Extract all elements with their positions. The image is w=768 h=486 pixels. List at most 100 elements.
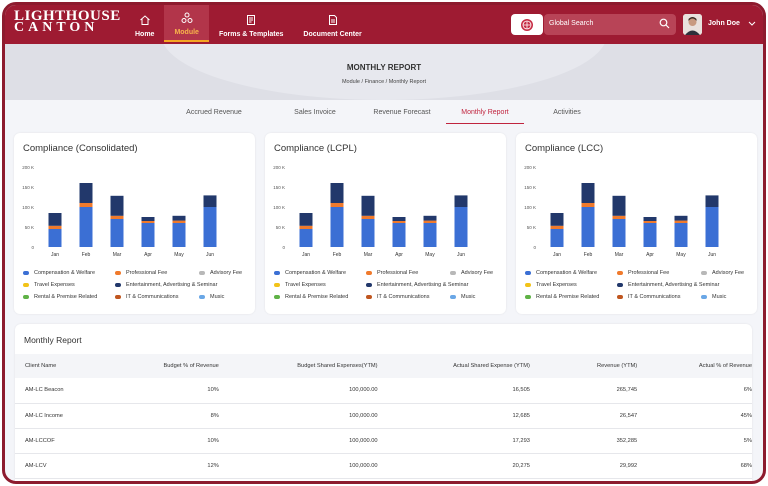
legend-label: Music (712, 294, 727, 300)
y-tick-label: 0 (533, 245, 536, 250)
legend-label: Compensation & Welfare (34, 270, 96, 276)
tab-monthly-report[interactable]: Monthly Report (446, 103, 524, 124)
legend-item: Entertainment, Advertising & Seminar (617, 282, 753, 288)
legend-label: IT & Communications (628, 294, 681, 300)
bar-segment (172, 215, 186, 221)
nav-item-forms[interactable]: Forms & Templates (209, 5, 293, 42)
legend-label: Advisory Fee (461, 270, 494, 276)
bar-segment (110, 195, 124, 216)
legend-swatch (115, 283, 121, 287)
bar-segment (110, 215, 124, 219)
bar-segment (330, 183, 344, 203)
cell-budget-pct: 8% (124, 403, 219, 429)
nav-item-module[interactable]: Module (164, 5, 209, 42)
nav-item-document-center[interactable]: Document Center (293, 5, 371, 42)
bar-segment (330, 203, 344, 207)
cell-client-name: AM-LC Income (15, 403, 125, 429)
column-header[interactable]: Actual % of Revenue (637, 354, 752, 378)
table-row[interactable]: AM-LC Income 8% 100,000.00 12,685 26,547… (15, 403, 752, 429)
search-input[interactable]: Global Search (544, 14, 676, 35)
avatar[interactable] (683, 14, 702, 35)
bar-segment (643, 217, 657, 221)
column-header[interactable]: Client Name (15, 354, 125, 378)
report-tabs: Accrued Revenue Sales Invoice Revenue Fo… (175, 103, 590, 124)
bar-segment (550, 225, 564, 229)
x-tick-label: May (676, 252, 686, 258)
chart-card-lcc: Compliance (LCC) 0 50 K 100 K 150 K 200 K Jan… (516, 133, 757, 314)
cell-budget-pct: 10% (124, 378, 219, 404)
stacked-bar-chart: 0 50 K 100 K 150 K 200 K Jan Feb Mar Apr May Jun (22, 165, 217, 258)
bar-segment (299, 225, 313, 229)
chevron-down-icon[interactable] (748, 21, 756, 27)
document-icon (328, 15, 337, 25)
x-tick-label: Mar (364, 252, 373, 258)
search-scope-button[interactable] (511, 14, 543, 35)
bar-segment (361, 195, 375, 216)
bar-segment (705, 195, 719, 207)
chart-title: Compliance (LCPL) (274, 143, 357, 154)
y-tick-label: 0 (282, 245, 285, 250)
legend-item: IT & Communications (366, 294, 450, 300)
tab-revenue-forecast[interactable]: Revenue Forecast (373, 109, 431, 116)
x-tick-label: Jun (708, 252, 716, 258)
cell-budget-pct: 12% (124, 453, 219, 479)
search-icon[interactable] (659, 18, 670, 29)
column-header[interactable]: Budget % of Revenue (124, 354, 219, 378)
bar-segment (172, 223, 186, 247)
legend-label: Rental & Premise Related (34, 294, 98, 300)
global-search: Global Search (511, 14, 676, 35)
legend-swatch (366, 283, 372, 287)
chart-title: Compliance (LCC) (525, 143, 604, 154)
nav-item-home[interactable]: Home (125, 5, 164, 42)
cell-revenue: 352,285 (529, 428, 638, 454)
home-icon (139, 15, 150, 25)
legend-swatch (701, 271, 707, 275)
legend-swatch (525, 295, 531, 299)
cell-revenue: 26,547 (529, 403, 638, 429)
column-header[interactable]: Revenue (YTM) (529, 354, 638, 378)
bar-segment (612, 195, 626, 216)
cell-budget-shared: 100,000.00 (218, 453, 378, 479)
legend-label: IT & Communications (377, 294, 430, 300)
x-tick-label: May (174, 252, 184, 258)
x-tick-label: Mar (615, 252, 624, 258)
cell-budget-shared: 100,000.00 (218, 403, 378, 429)
tab-accrued-revenue[interactable]: Accrued Revenue (186, 109, 242, 116)
bar-segment (581, 207, 595, 247)
y-tick-label: 150 K (524, 185, 536, 190)
bar-segment (612, 219, 626, 247)
legend-swatch (23, 295, 29, 299)
bar-segment (141, 217, 155, 221)
tab-sales-invoice[interactable]: Sales Invoice (294, 109, 336, 116)
table-row[interactable]: AM-LCCOF 10% 100,000.00 17,293 352,285 5… (15, 428, 752, 454)
legend-swatch (450, 271, 456, 275)
y-tick-label: 100 K (273, 205, 285, 210)
user-name[interactable]: John Doe (708, 20, 740, 27)
tab-activities[interactable]: Activities (553, 109, 581, 116)
column-header[interactable]: Budget Shared Expenses(YTM) (218, 354, 378, 378)
table-row[interactable]: AM-LC Beacon 10% 100,000.00 16,505 265,7… (15, 378, 752, 404)
cell-actual-pct: 68% (637, 453, 752, 479)
module-icon (181, 12, 193, 23)
legend-swatch (199, 271, 205, 275)
x-tick-label: Apr (395, 252, 403, 258)
legend-swatch (366, 295, 372, 299)
bar-segment (330, 207, 344, 247)
column-header[interactable]: Actual Shared Expense (YTM) (377, 354, 530, 378)
legend-swatch (617, 283, 623, 287)
table-row[interactable]: AM-LCV 12% 100,000.00 20,275 29,992 68% (15, 453, 752, 479)
cell-revenue: 29,992 (529, 453, 638, 479)
bar-segment (361, 219, 375, 247)
legend-item: Entertainment, Advertising & Seminar (366, 282, 502, 288)
legend-item: Compensation & Welfare (274, 270, 366, 276)
x-tick-label: Jan (302, 252, 310, 258)
brand-logo[interactable]: LIGHTHOUSE CANTON (14, 9, 121, 35)
page-title: MONTHLY REPORT (346, 63, 422, 72)
bar-segment (674, 223, 688, 247)
brand-line-2: CANTON (14, 20, 99, 35)
nav-label-module: Module (174, 29, 199, 36)
y-tick-label: 150 K (22, 185, 34, 190)
chart-card-consolidated: Compliance (Consolidated) 0 50 K 100 K 150 … (14, 133, 255, 314)
x-tick-label: Apr (646, 252, 654, 258)
